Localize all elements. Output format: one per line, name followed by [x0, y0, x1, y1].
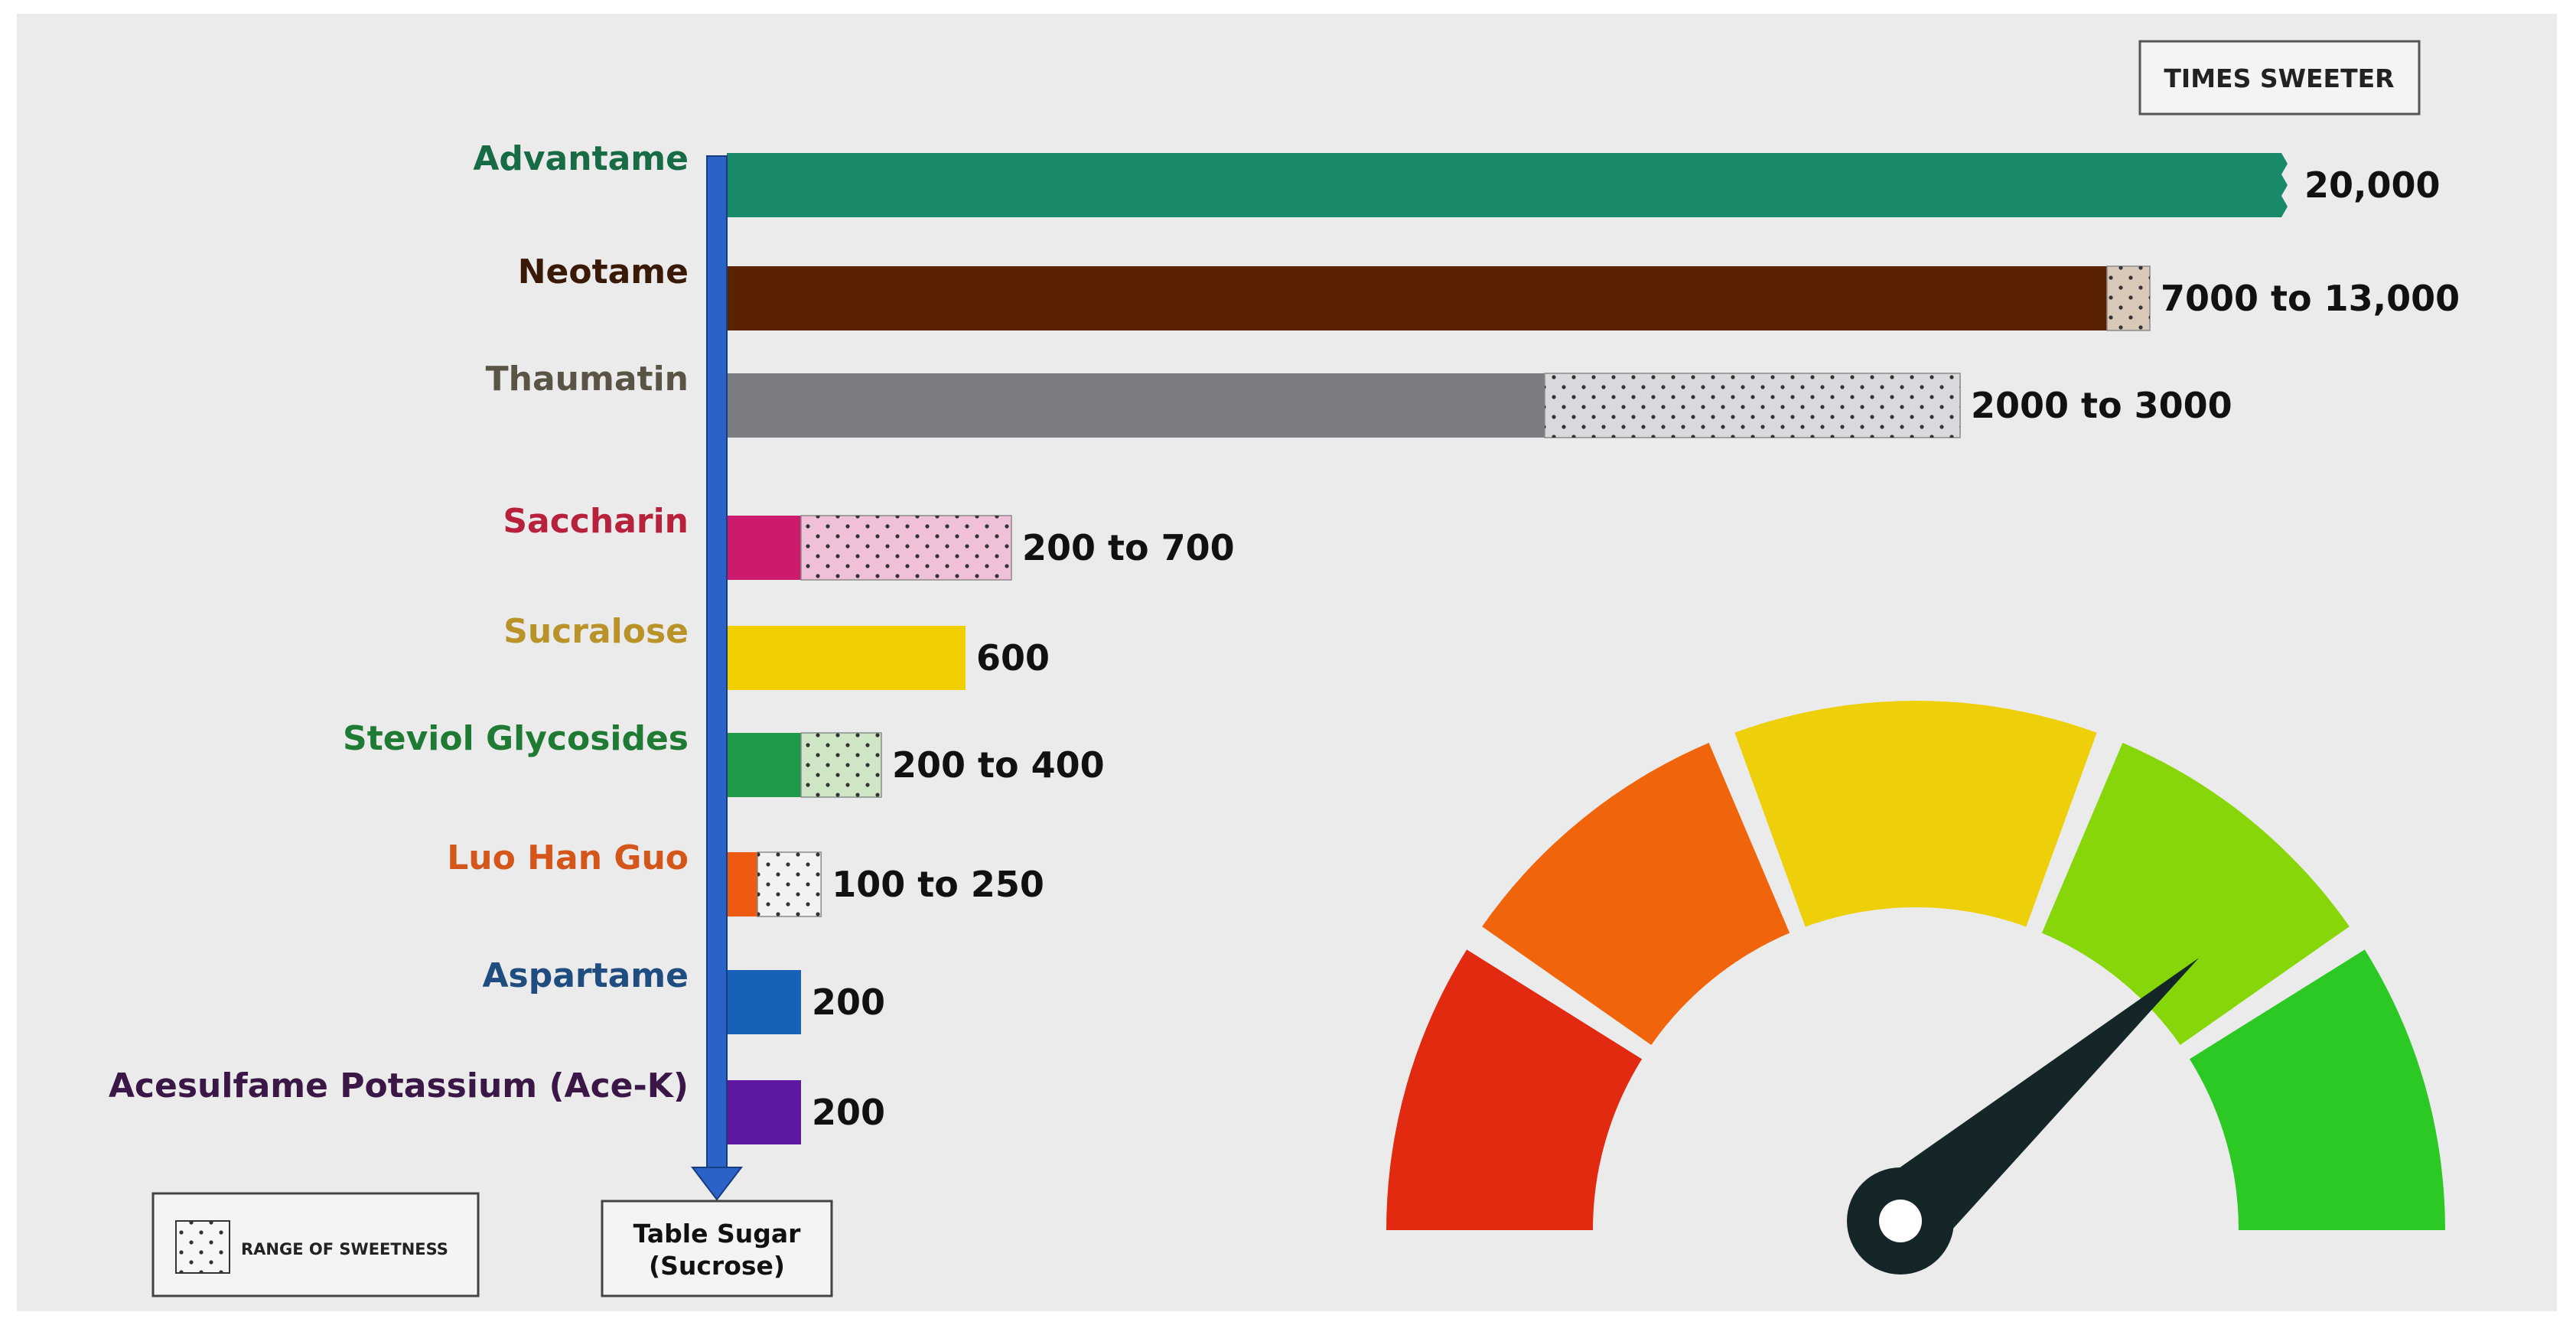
gauge-segment-lime — [2041, 743, 2350, 1045]
bar-name-advantame: Advantame — [473, 139, 689, 178]
bar-name-saccharin: Saccharin — [503, 502, 689, 541]
bar-name-thaumatin: Thaumatin — [486, 360, 689, 399]
range-dots-steviol-glycosides — [801, 733, 881, 797]
legend: RANGE OF SWEETNESS — [151, 1192, 480, 1297]
gauge-segment-orange — [1482, 743, 1790, 1045]
gauge-segment-red — [1386, 949, 1643, 1230]
sweetness-gauge — [1386, 700, 2445, 1275]
sucrose-baseline-arrow — [690, 155, 744, 1201]
bar-steviol-glycosides — [727, 733, 801, 797]
chart-canvas: TIMES SWEETER Advantame 20,000 Neotame 7000… — [109, 40, 2460, 1297]
bar-advantame — [727, 153, 2288, 217]
gauge-needle-hub-hole — [1879, 1200, 1922, 1242]
value-label-advantame: 20,000 — [2304, 164, 2441, 206]
sucrose-label-line1: Table Sugar — [633, 1219, 801, 1248]
bar-aspartame — [727, 970, 801, 1034]
value-label-neotame: 7000 to 13,000 — [2161, 278, 2460, 319]
sweetener-chart: TIMES SWEETER Advantame 20,000 Neotame 7000… — [17, 14, 2557, 1311]
unit-box: TIMES SWEETER — [2138, 40, 2421, 116]
bar-sucralose — [727, 626, 966, 690]
bar-name-steviol-glycosides: Steviol Glycosides — [343, 719, 689, 758]
range-dots-saccharin — [801, 516, 1011, 580]
value-label-acesulfame-potassium-ace-k: 200 — [812, 1092, 885, 1133]
value-label-luo-han-guo: 100 to 250 — [832, 864, 1044, 905]
gauge-segment-green — [2189, 949, 2445, 1230]
value-label-steviol-glycosides: 200 to 400 — [892, 744, 1105, 786]
value-label-sucralose: 600 — [976, 637, 1050, 679]
bar-name-neotame: Neotame — [518, 252, 689, 291]
range-dots-neotame — [2107, 266, 2150, 330]
value-label-thaumatin: 2000 to 3000 — [1971, 385, 2232, 426]
bar-name-sucralose: Sucralose — [503, 612, 689, 651]
range-dots-thaumatin — [1545, 373, 1960, 438]
bar-thaumatin — [727, 373, 1545, 438]
bars-group: Advantame 20,000 Neotame 7000 to 13,000 Thau… — [109, 139, 2460, 1144]
value-label-aspartame: 200 — [812, 982, 885, 1023]
sucrose-label-box: Table Sugar (Sucrose) — [601, 1200, 833, 1297]
bar-neotame — [727, 266, 2107, 330]
value-label-saccharin: 200 to 700 — [1022, 527, 1235, 568]
bar-name-acesulfame-potassium-ace-k: Acesulfame Potassium (Ace-K) — [109, 1066, 689, 1105]
legend-label: RANGE OF SWEETNESS — [241, 1240, 448, 1258]
gauge-segment-yellow — [1734, 700, 2097, 927]
bar-name-luo-han-guo: Luo Han Guo — [447, 838, 689, 877]
range-dots-luo-han-guo — [757, 852, 822, 916]
bar-acesulfame-potassium-ace-k — [727, 1080, 801, 1144]
bar-saccharin — [727, 516, 801, 580]
unit-label: TIMES SWEETER — [2164, 63, 2394, 93]
gauge-needle — [1871, 958, 2200, 1255]
sucrose-label-line2: (Sucrose) — [649, 1251, 785, 1281]
bar-luo-han-guo — [727, 852, 757, 916]
bar-name-aspartame: Aspartame — [482, 956, 689, 995]
